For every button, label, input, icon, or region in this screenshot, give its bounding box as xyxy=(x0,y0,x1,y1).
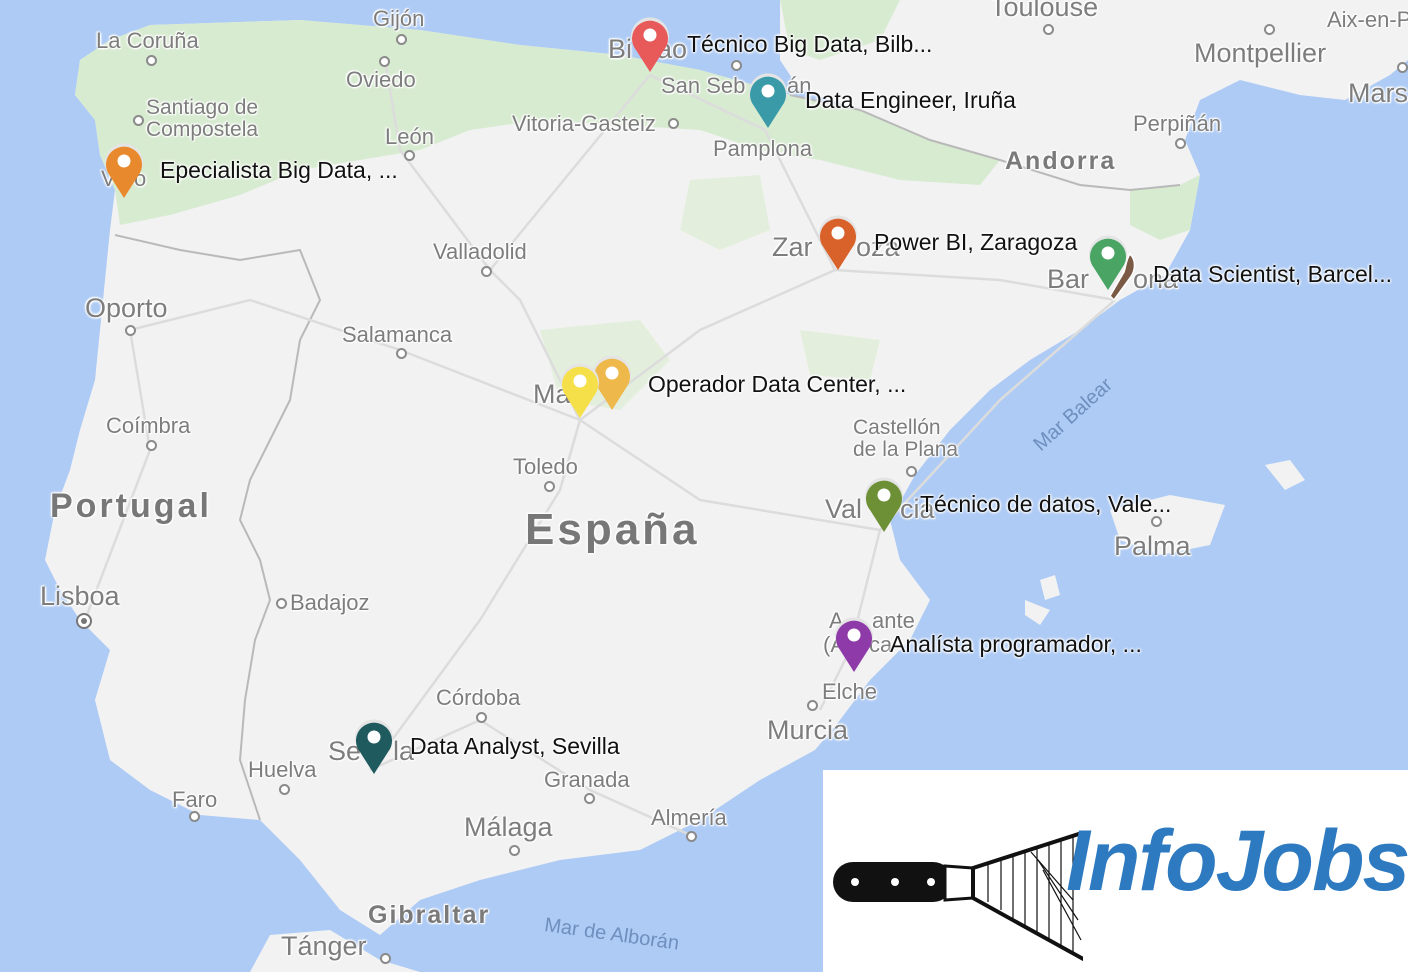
marker-label-alicante[interactable]: Analísta programador, ... xyxy=(890,631,1142,657)
city-dot xyxy=(404,150,415,161)
city-dot xyxy=(125,325,136,336)
city-label-perpignan: Perpiñán xyxy=(1133,111,1222,136)
marker-label-bilbao[interactable]: Técnico Big Data, Bilb... xyxy=(687,31,933,57)
city-label-toulouse: Toulouse xyxy=(990,0,1099,22)
marker-pin-alicante[interactable] xyxy=(832,614,876,676)
city-label-valencia-part-2: cia xyxy=(900,494,935,524)
scraper-icon xyxy=(833,830,1083,962)
city-label-faro: Faro xyxy=(172,787,218,812)
city-dot xyxy=(509,845,520,856)
city-label-bilbao-part: Bi xyxy=(608,34,633,64)
city-dot xyxy=(731,60,742,71)
city-dot xyxy=(481,266,492,277)
city-dot xyxy=(380,953,391,964)
city-label-san-sebastian-part-2: án xyxy=(787,73,812,98)
city-dot xyxy=(146,55,157,66)
marker-pin-madrid-2[interactable] xyxy=(590,352,634,414)
city-label-zaragoza-part: Zar xyxy=(772,232,813,262)
city-dot xyxy=(1151,516,1162,527)
marker-pin-barcelona-2[interactable] xyxy=(1096,248,1140,310)
city-dot xyxy=(906,466,917,477)
city-label-barcelona-part-2: ona xyxy=(1133,264,1179,294)
marker-label-vigo[interactable]: Epecialista Big Data, ... xyxy=(160,157,398,183)
city-label-murcia: Murcia xyxy=(767,715,849,745)
city-label-san-sebastian-part: San Seb xyxy=(661,73,746,98)
city-dot xyxy=(1175,138,1186,149)
city-label-alicante-part-4: ca xyxy=(869,632,893,657)
marker-pin-bilbao[interactable] xyxy=(628,14,672,76)
city-dot xyxy=(1043,24,1054,35)
city-label-marseille: Mars xyxy=(1348,78,1408,108)
city-label-zaragoza-part-2: oza xyxy=(856,232,900,262)
marker-label-zaragoza[interactable]: Power BI, Zaragoza xyxy=(874,229,1078,255)
city-label-pamplona: Pamplona xyxy=(713,136,813,161)
city-dot xyxy=(1264,24,1275,35)
city-label-valladolid: Valladolid xyxy=(433,239,527,264)
city-dot xyxy=(584,793,595,804)
city-label-tanger: Tánger xyxy=(281,931,367,961)
region-label-gibraltar: Gibraltar xyxy=(368,901,491,929)
city-dot xyxy=(279,784,290,795)
city-dot xyxy=(189,811,200,822)
infojobs-wordmark: InfoJobs xyxy=(1066,813,1408,909)
infojobs-logo: InfoJobs xyxy=(823,770,1408,972)
marker-label-iruna[interactable]: Data Engineer, Iruña xyxy=(805,87,1016,113)
marker-pin-zaragoza[interactable] xyxy=(816,212,860,274)
city-dot xyxy=(133,115,144,126)
lisboa-capital-icon xyxy=(76,613,92,629)
city-label-cordoba: Córdoba xyxy=(436,685,521,710)
region-label-andorra: Andorra xyxy=(1005,147,1117,175)
city-label-huelva: Huelva xyxy=(248,757,317,782)
city-dot xyxy=(476,712,487,723)
city-dot xyxy=(544,481,555,492)
city-label-sevilla-part-2: la xyxy=(393,736,415,766)
city-dot xyxy=(379,56,390,67)
city-label-toledo: Toledo xyxy=(513,454,578,479)
city-label-oviedo: Oviedo xyxy=(346,67,416,92)
marker-pin-sevilla[interactable] xyxy=(352,716,396,778)
marker-label-sevilla[interactable]: Data Analyst, Sevilla xyxy=(410,733,620,759)
marker-pin-vigo[interactable] xyxy=(102,140,146,202)
city-dot xyxy=(668,118,679,129)
city-label-vitoria: Vitoria-Gasteiz xyxy=(512,111,656,136)
city-label-granada: Granada xyxy=(544,767,630,792)
city-label-gijon: Gijón xyxy=(373,6,425,31)
city-dot xyxy=(807,700,818,711)
city-label-leon: León xyxy=(385,124,434,149)
city-label-oporto: Oporto xyxy=(85,293,168,323)
country-label-portugal: Portugal xyxy=(50,487,212,525)
city-label-palma: Palma xyxy=(1114,531,1191,561)
city-label-castellon: Castellón de la Plana xyxy=(853,416,959,462)
city-label-salamanca: Salamanca xyxy=(342,322,453,347)
city-dot xyxy=(146,440,157,451)
city-label-montpellier: Montpellier xyxy=(1194,38,1327,68)
city-label-coimbra: Coímbra xyxy=(106,413,191,438)
city-label-aix: Aix-en-P xyxy=(1327,7,1408,32)
city-dot xyxy=(396,348,407,359)
marker-pin-madrid[interactable] xyxy=(558,360,602,422)
city-label-barcelona-part: Bar xyxy=(1047,264,1090,294)
city-dot xyxy=(396,34,407,45)
city-label-almeria: Almería xyxy=(651,805,727,830)
city-dot xyxy=(276,598,287,609)
city-label-elche: Elche xyxy=(822,679,878,704)
city-label-alicante-part-2: ante xyxy=(872,608,915,633)
city-label-lisboa: Lisboa xyxy=(40,581,120,611)
city-label-santiago: Santiago de Compostela xyxy=(146,96,259,142)
marker-pin-iruna[interactable] xyxy=(746,70,790,132)
city-dot xyxy=(1397,62,1408,73)
country-label-spain: España xyxy=(525,505,700,554)
city-label-la-coruna: La Coruña xyxy=(96,28,199,53)
city-dot xyxy=(686,831,697,842)
city-label-valencia-part: Val xyxy=(825,494,863,524)
city-label-malaga: Málaga xyxy=(464,812,553,842)
marker-label-barcelona[interactable]: Data Scientist, Barcel... xyxy=(1153,261,1393,287)
marker-pin-barcelona[interactable] xyxy=(1086,232,1130,294)
marker-label-madrid[interactable]: Operador Data Center, ... xyxy=(648,371,907,397)
marker-pin-valencia[interactable] xyxy=(862,474,906,536)
marker-label-valencia[interactable]: Técnico de datos, Vale... xyxy=(920,491,1172,517)
city-label-badajoz: Badajoz xyxy=(290,590,370,615)
